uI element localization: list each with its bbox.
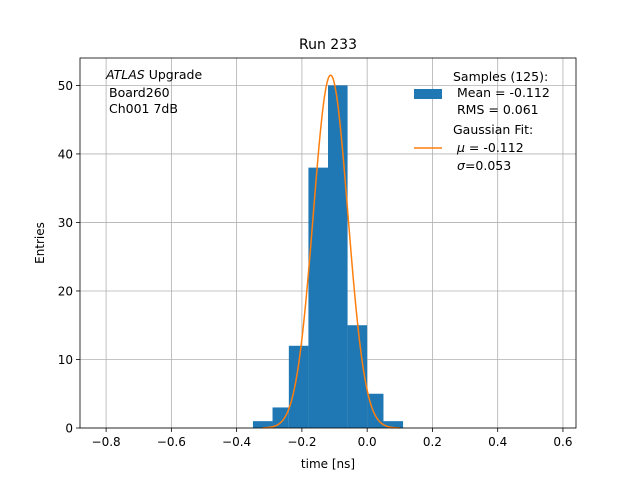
histogram-bar <box>272 407 289 428</box>
histogram-bar <box>252 421 273 428</box>
y-tick-label: 30 <box>58 216 73 230</box>
atlas-label: ATLAS <box>105 67 145 82</box>
legend-fit-sigma: σ=0.053 <box>457 158 511 173</box>
legend-samples-swatch <box>414 89 442 99</box>
annotation-line-1: ATLAS Upgrade <box>105 67 202 82</box>
annotation-channel: Ch001 7dB <box>109 101 178 116</box>
legend-samples-mean: Mean = -0.112 <box>457 85 550 100</box>
x-tick-label: 0.2 <box>423 435 442 449</box>
legend-samples-rms: RMS = 0.061 <box>457 102 539 117</box>
chart-title: Run 233 <box>299 37 357 53</box>
y-tick-label: 0 <box>65 422 73 436</box>
gaussian-fit-curve <box>262 74 400 429</box>
y-tick-label: 50 <box>58 79 73 93</box>
x-tick-label: 0.6 <box>553 435 572 449</box>
histogram-bar <box>288 345 309 428</box>
plot-annotation: ATLAS Upgrade Board260 Ch001 7dB <box>105 67 202 116</box>
legend-fit-title: Gaussian Fit: <box>453 122 533 137</box>
x-axis-ticks: −0.8 −0.6 −0.4 −0.2 0.0 0.2 0.4 0.6 <box>92 428 572 449</box>
legend-samples-title: Samples (125): <box>453 69 548 84</box>
x-tick-label: −0.2 <box>287 435 316 449</box>
y-tick-label: 20 <box>58 284 73 298</box>
upgrade-label: Upgrade <box>145 67 203 82</box>
x-tick-label: −0.6 <box>157 435 186 449</box>
histogram-bars <box>252 85 404 428</box>
histogram-bar <box>383 421 404 428</box>
mu-value: = -0.112 <box>465 140 524 155</box>
histogram-bar <box>328 85 348 428</box>
legend-fit-mu: μ = -0.112 <box>456 140 524 155</box>
sigma-value: =0.053 <box>465 158 511 173</box>
histogram-bar <box>347 325 368 428</box>
x-tick-label: 0.0 <box>358 435 377 449</box>
annotation-board: Board260 <box>109 85 170 100</box>
histogram-bar <box>367 393 384 428</box>
plot-frame <box>79 57 577 429</box>
histogram-bar <box>308 167 328 428</box>
y-tick-label: 10 <box>58 353 73 367</box>
y-tick-label: 40 <box>58 147 73 161</box>
x-tick-label: 0.4 <box>488 435 507 449</box>
x-axis-label: time [ns] <box>301 457 355 471</box>
sigma-symbol: σ <box>457 158 466 173</box>
y-axis-label: Entries <box>33 222 47 264</box>
legend: Samples (125): Mean = -0.112 RMS = 0.061… <box>414 69 550 173</box>
x-tick-label: −0.4 <box>222 435 251 449</box>
x-tick-label: −0.8 <box>92 435 121 449</box>
mu-symbol: μ <box>456 140 465 155</box>
y-axis-ticks: 0 10 20 30 40 50 <box>58 79 80 436</box>
